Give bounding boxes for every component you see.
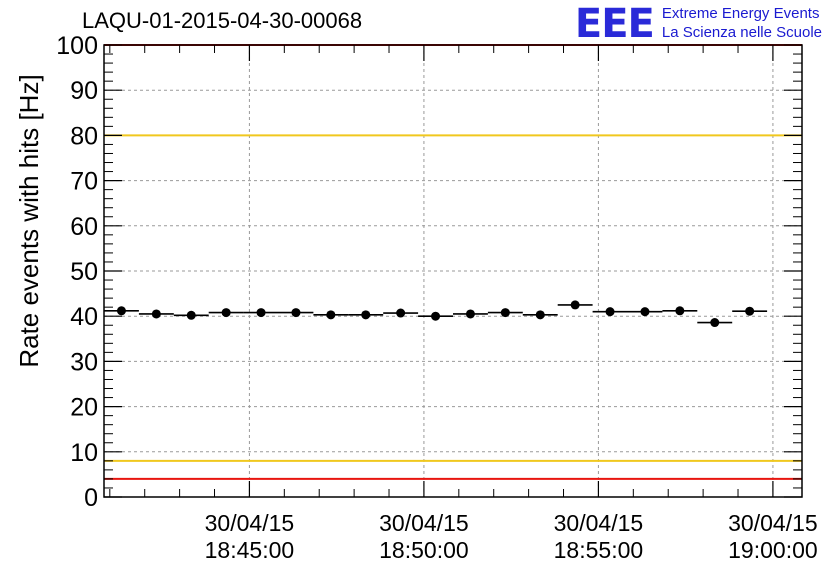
eee-logo-text: Extreme Energy Events La Scienza nelle S… [662,2,822,42]
data-point [570,300,580,310]
data-point [361,310,371,320]
y-tick-label: 90 [70,77,98,105]
data-point [396,308,406,318]
data-point [640,307,650,317]
data-point [605,307,615,317]
data-point [186,310,196,320]
data-point [116,306,126,316]
y-tick-label: 30 [70,348,98,376]
data-point [465,309,475,319]
x-tick-date: 30/04/15 [379,510,469,536]
x-tick-date: 30/04/15 [205,510,295,536]
data-point [291,308,301,318]
grid-lines [104,45,802,497]
plot-title: LAQU-01-2015-04-30-00068 [82,8,363,33]
logo-line-2: La Scienza nelle Scuole [661,24,822,41]
y-tick-label: 100 [56,32,98,60]
y-tick-label: 50 [70,258,98,286]
data-point [221,308,231,318]
x-tick-date: 30/04/15 [728,510,818,536]
data-point [326,310,336,320]
data-point [745,306,755,316]
logo-line-1: Extreme Energy Events [661,5,820,22]
eee-logo: EEE Extreme Energy Events La Scienza nel… [575,2,822,46]
y-tick-label: 20 [70,394,98,422]
plot-frame [103,44,803,498]
eee-logo-mark: EEE [574,1,655,47]
data-point [431,311,441,321]
data-point [151,309,161,319]
data-point [535,310,545,320]
data-point [500,308,510,318]
y-tick-label: 10 [70,439,98,467]
y-tick-label: 40 [70,303,98,331]
y-tick-label: 80 [70,122,98,150]
data-point [710,318,720,328]
x-tick-time: 18:45:00 [205,537,295,563]
data-point [256,308,266,318]
data-points [104,300,768,328]
x-tick-time: 18:50:00 [379,537,469,563]
data-point [675,306,685,316]
reference-lines [104,44,802,480]
y-axis-label: Rate events with hits [Hz] [14,74,44,367]
y-tick-label: 70 [70,168,98,196]
y-tick-labels: 0 10 20 30 40 50 60 70 80 90 100 [56,32,98,512]
x-tick-time: 19:00:00 [728,537,818,563]
x-tick-date: 30/04/15 [554,510,644,536]
axis-ticks [104,44,802,498]
x-tick-time: 18:55:00 [554,537,644,563]
x-tick-labels: 30/04/1518:45:0030/04/1518:50:0030/04/15… [205,510,818,563]
y-tick-label: 60 [70,213,98,241]
y-tick-label: 0 [84,484,98,512]
